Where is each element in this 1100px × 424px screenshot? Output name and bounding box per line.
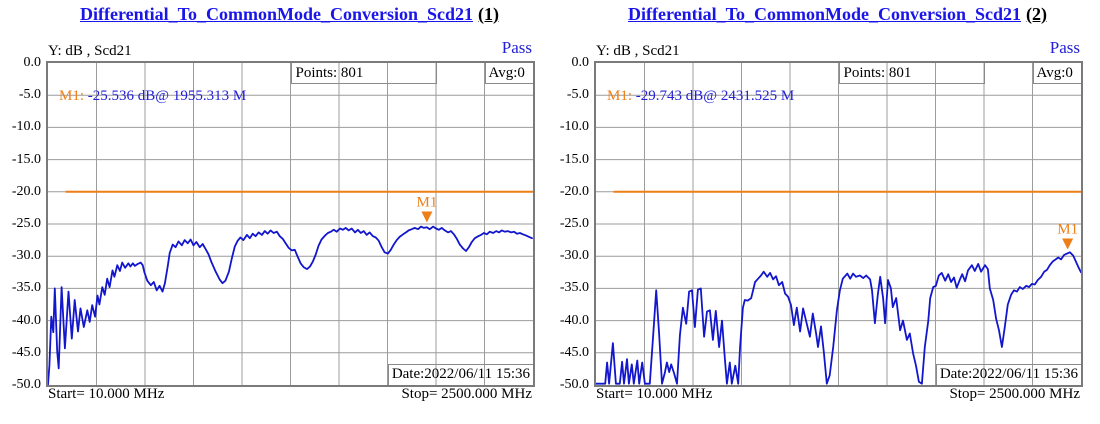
y-tick-label: -35.0 [11, 280, 41, 296]
trace-scd21 [48, 225, 533, 385]
date-box: Date:2022/06/11 15:36 [387, 364, 533, 385]
marker-value: -29.743 dB@ 2431.525 M [635, 88, 795, 104]
chart-title-index: (2) [1026, 4, 1047, 24]
y-axis-label: Y: dB , Scd21 [596, 43, 680, 59]
y-tick-label: -50.0 [11, 377, 41, 392]
y-tick-label: -30.0 [11, 248, 41, 264]
pass-status-badge: Pass [501, 38, 532, 57]
start-frequency-label: Start= 10.000 MHz [48, 386, 165, 402]
y-tick-label: -25.0 [559, 216, 589, 231]
y-tick-label: -20.0 [559, 183, 589, 199]
plot-area: M1 Points: 801 Avg:0 M1: -25.536 dB@ 195… [46, 61, 535, 387]
y-tick-label: -10.0 [559, 119, 589, 135]
chart-panel-1: Differential_To_CommonMode_Conversion_Sc… [0, 0, 537, 424]
chart-title-index: (1) [478, 4, 499, 24]
points-cell: Points: 801 [838, 63, 985, 84]
y-tick-label: -50.0 [559, 377, 589, 392]
marker-readout: M1: -29.743 dB@ 2431.525 M [607, 88, 794, 105]
marker-name: M1: [59, 88, 85, 104]
plot-svg: M1 [48, 63, 533, 385]
marker-label: M1 [1057, 222, 1078, 238]
y-tick-label: -15.0 [559, 151, 589, 167]
y-tick-label: 0.0 [23, 55, 42, 70]
y-axis-ticks: 0.0 -5.0 -10.0 -15.0 -20.0 -25.0 -30.0 -35.0 -40… [0, 0, 43, 424]
y-tick-label: -35.0 [559, 280, 589, 296]
y-axis-label: Y: dB , Scd21 [48, 43, 132, 59]
plot-area: M1 Points: 801 Avg:0 M1: -29.743 dB@ 243… [594, 61, 1083, 387]
stop-frequency-label: Stop= 2500.000 MHz [949, 386, 1080, 402]
y-tick-label: -40.0 [11, 312, 41, 328]
avg-label: Avg:0 [1036, 65, 1073, 81]
y-tick-label: -20.0 [11, 183, 41, 199]
avg-cell: Avg:0 [1032, 63, 1081, 84]
y-tick-label: -5.0 [18, 87, 41, 103]
chart-title: Differential_To_CommonMode_Conversion_Sc… [42, 4, 537, 25]
chart-title-text: Differential_To_CommonMode_Conversion_Sc… [628, 4, 1021, 24]
plot-svg: M1 [596, 63, 1081, 385]
points-label: Points: 801 [295, 65, 364, 81]
stop-frequency-label: Stop= 2500.000 MHz [401, 386, 532, 402]
trace-scd21 [596, 251, 1081, 385]
y-tick-label: -45.0 [559, 344, 589, 360]
chart-title: Differential_To_CommonMode_Conversion_Sc… [590, 4, 1085, 25]
y-axis-ticks: 0.0 -5.0 -10.0 -15.0 -20.0 -25.0 -30.0 -35.0 -40… [548, 0, 591, 424]
y-tick-label: -5.0 [566, 87, 589, 103]
chart-title-text: Differential_To_CommonMode_Conversion_Sc… [80, 4, 473, 24]
marker-readout: M1: -25.536 dB@ 1955.313 M [59, 88, 246, 105]
date-box: Date:2022/06/11 15:36 [935, 364, 1081, 385]
points-label: Points: 801 [843, 65, 912, 81]
y-tick-label: -30.0 [559, 248, 589, 264]
y-tick-label: -15.0 [11, 151, 41, 167]
y-tick-label: -45.0 [11, 344, 41, 360]
avg-cell: Avg:0 [484, 63, 533, 84]
chart-panel-2: Differential_To_CommonMode_Conversion_Sc… [548, 0, 1100, 424]
points-cell: Points: 801 [290, 63, 437, 84]
avg-label: Avg:0 [488, 65, 525, 81]
y-tick-label: 0.0 [571, 55, 590, 70]
marker-label: M1 [416, 194, 437, 210]
start-frequency-label: Start= 10.000 MHz [596, 386, 713, 402]
marker-name: M1: [607, 88, 633, 104]
y-tick-label: -10.0 [11, 119, 41, 135]
y-tick-label: -40.0 [559, 312, 589, 328]
marker-triangle-icon [1062, 238, 1074, 250]
pass-status-badge: Pass [1049, 38, 1080, 57]
marker-value: -25.536 dB@ 1955.313 M [87, 88, 247, 104]
y-tick-label: -25.0 [11, 216, 41, 231]
marker-triangle-icon [421, 211, 433, 223]
